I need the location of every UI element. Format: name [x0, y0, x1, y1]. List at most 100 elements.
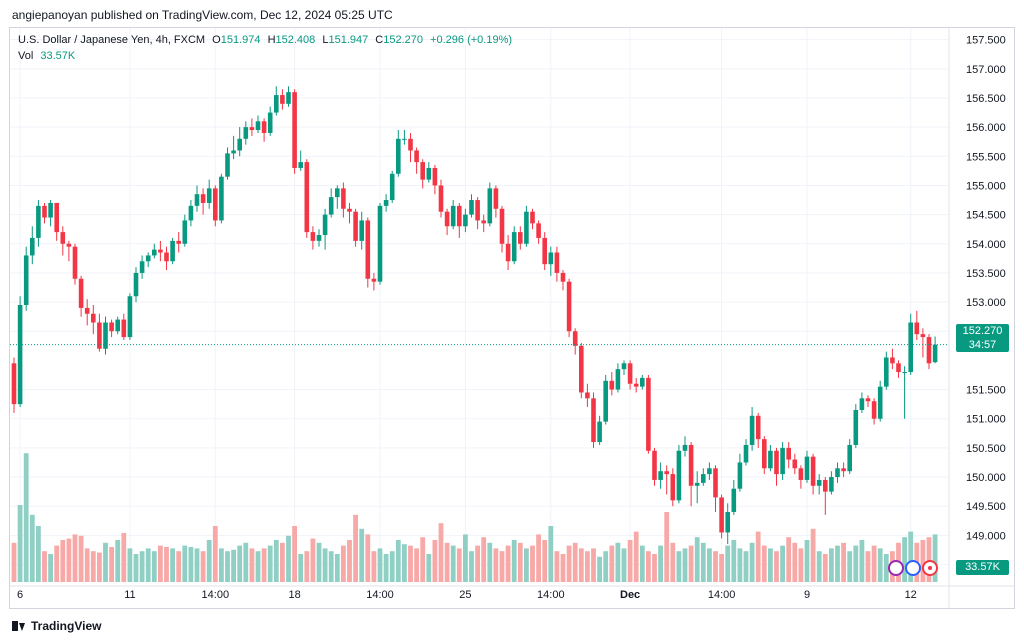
candle-body: [103, 322, 108, 349]
candle-body: [798, 468, 804, 480]
volume-bar: [402, 544, 407, 582]
y-tick-label: 154.500: [966, 210, 1006, 222]
event-badge-icon[interactable]: [888, 560, 904, 576]
candle-body: [310, 232, 316, 241]
volume-bar: [627, 540, 633, 582]
volume-bar: [420, 537, 426, 582]
us-flag-event-icon[interactable]: [905, 560, 921, 576]
candle-body: [554, 252, 560, 273]
volume-bar: [920, 540, 926, 582]
volume-bar: [267, 545, 273, 582]
volume-bar: [389, 551, 395, 582]
candle-body: [548, 252, 554, 265]
candle-body: [206, 188, 212, 203]
volume-bar: [450, 545, 456, 582]
candle-body: [200, 194, 206, 203]
volume-bar: [816, 551, 822, 582]
volume-bar: [670, 542, 676, 582]
volume-bar: [121, 533, 127, 582]
volume-bar: [176, 551, 182, 582]
volume-bar: [365, 534, 371, 582]
volume-bar: [145, 548, 151, 582]
candle-body: [865, 398, 871, 402]
candle-body: [267, 112, 273, 133]
volume-bar: [597, 556, 602, 582]
candle-body: [377, 205, 383, 282]
volume-bar: [432, 540, 438, 582]
volume-bar: [109, 547, 114, 582]
volume-bar: [743, 551, 749, 582]
volume-bar: [676, 551, 682, 582]
volume-bar: [383, 554, 389, 582]
volume-bar: [530, 545, 535, 582]
candle-body: [816, 479, 822, 486]
japan-flag-event-icon[interactable]: [922, 560, 938, 576]
volume-bar: [585, 551, 590, 582]
candle-body: [902, 372, 907, 374]
candle-body: [213, 188, 218, 221]
candle-body: [316, 235, 322, 241]
volume-bar: [280, 542, 285, 582]
candle-body: [30, 237, 35, 256]
volume-bar: [725, 545, 731, 582]
candle-body: [450, 205, 456, 227]
volume-bar: [255, 551, 261, 582]
candle-body: [603, 380, 608, 422]
volume-bar: [755, 531, 761, 582]
candle-body: [97, 322, 102, 349]
volume-bar: [707, 548, 712, 582]
volume-bar: [170, 548, 175, 582]
volume-bar: [835, 545, 840, 582]
volume-bar: [225, 551, 230, 582]
chart-area[interactable]: [9, 27, 1015, 609]
candle-body: [920, 334, 926, 338]
volume-bar: [829, 548, 834, 582]
x-tick-label: 25: [459, 589, 471, 601]
change-value: +0.296 (+0.19%): [430, 34, 513, 46]
candle-body: [633, 383, 639, 387]
volume-bar: [304, 551, 310, 582]
volume-bar: [11, 542, 17, 582]
volume-bar: [768, 548, 773, 582]
candle-body: [164, 252, 169, 262]
candle-body: [408, 138, 413, 151]
volume-bar: [103, 542, 108, 582]
candle-body: [505, 243, 511, 262]
candle-body: [170, 240, 175, 262]
volume-bar: [48, 554, 53, 582]
candle-body: [444, 211, 450, 227]
candle-body: [792, 459, 798, 469]
volume-bar: [444, 542, 450, 582]
candle-body: [823, 479, 828, 492]
bar-countdown: 34:57: [968, 339, 997, 351]
volume-bar: [615, 542, 621, 582]
volume-bar: [243, 542, 249, 582]
candle-body: [877, 386, 883, 419]
candle-body: [932, 344, 938, 363]
volume-bar: [652, 554, 657, 582]
volume-bar: [371, 551, 377, 582]
volume-bar: [865, 551, 871, 582]
volume-bar: [36, 526, 41, 582]
candle-body: [749, 415, 755, 445]
candle-body: [127, 296, 133, 338]
candle-body: [139, 261, 145, 273]
volume-bar: [774, 551, 779, 582]
x-tick-label: 6: [17, 589, 23, 601]
volume-bar: [487, 542, 493, 582]
volume-bar: [231, 549, 236, 582]
x-tick-label: Dec: [620, 589, 640, 601]
volume-bar: [347, 540, 352, 582]
candle-body: [91, 313, 96, 323]
y-tick-label: 153.000: [966, 297, 1006, 309]
volume-bar: [737, 548, 743, 582]
volume-bar: [97, 552, 102, 582]
candle-body: [701, 474, 706, 483]
candle-body: [255, 121, 261, 131]
volume-bar: [42, 551, 47, 582]
candle-body: [274, 95, 279, 113]
volume-bar: [200, 551, 206, 582]
volume-bar: [273, 540, 279, 582]
volume-bar: [90, 551, 96, 582]
